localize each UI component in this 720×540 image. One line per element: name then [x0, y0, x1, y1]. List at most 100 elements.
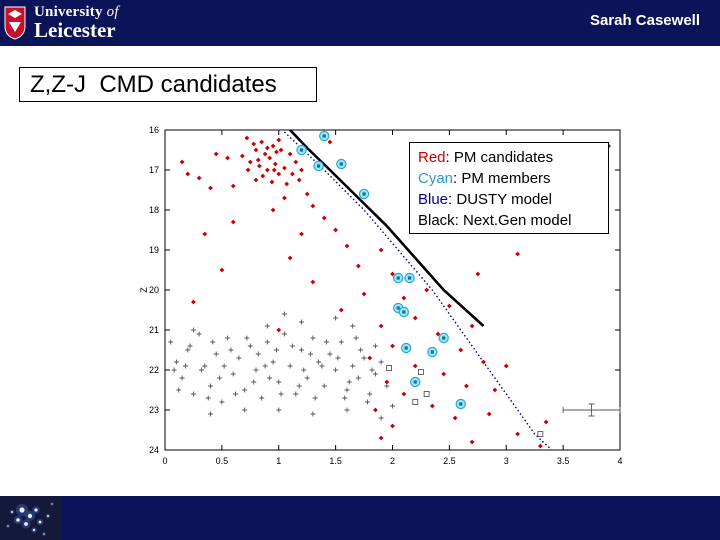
- field-point: [242, 387, 248, 393]
- field-point: [198, 367, 204, 373]
- logo-leicester: Leicester: [34, 18, 116, 42]
- star: [24, 522, 28, 526]
- field-point: [219, 399, 225, 405]
- candidate-point: [257, 163, 262, 169]
- star: [11, 511, 13, 513]
- x-tick-label: 2: [390, 456, 395, 465]
- candidate-point: [245, 167, 251, 173]
- candidate-point: [378, 435, 384, 441]
- y-tick-label: 19: [149, 245, 159, 255]
- member-point-core: [299, 148, 304, 152]
- field-point: [228, 347, 234, 353]
- x-tick-label: 4: [617, 456, 622, 465]
- field-point: [171, 367, 177, 373]
- candidate-point: [515, 431, 521, 437]
- field-point: [173, 359, 179, 365]
- field-point: [276, 407, 282, 413]
- field-point: [270, 359, 276, 365]
- member-point-core: [430, 350, 434, 354]
- author-name: Sarah Casewell: [589, 12, 700, 29]
- field-point: [182, 363, 188, 369]
- legend-item-cyan: Cyan: PM members: [418, 168, 600, 189]
- logo-of: of: [106, 4, 119, 20]
- candidate-point: [412, 363, 418, 369]
- candidate-point: [373, 407, 378, 413]
- field-point: [187, 343, 193, 349]
- field-point: [278, 391, 284, 397]
- candidate-point: [429, 403, 435, 409]
- star: [16, 518, 20, 522]
- candidate-point: [401, 295, 407, 301]
- x-tick-label: 1: [276, 456, 281, 465]
- field-point: [225, 335, 231, 341]
- field-point: [342, 395, 348, 401]
- candidate-point: [284, 181, 290, 187]
- candidate-point: [278, 147, 284, 153]
- dusty-model-line: [283, 131, 553, 451]
- candidate-point: [296, 177, 302, 183]
- candidate-point: [244, 135, 250, 141]
- x-tick-label: 3: [504, 456, 509, 465]
- field-point: [221, 363, 227, 369]
- candidate-point: [230, 183, 236, 189]
- star: [51, 503, 53, 505]
- field-point: [208, 383, 213, 389]
- candidate-point: [435, 331, 441, 337]
- field-point: [168, 339, 174, 345]
- field-point: [301, 367, 307, 373]
- y-tick-label: 23: [149, 405, 159, 415]
- candidate-point: [390, 423, 395, 429]
- candidate-point: [255, 157, 261, 163]
- candidate-point: [543, 419, 549, 425]
- legend-key: Cyan: [418, 170, 454, 187]
- candidate-point: [290, 171, 295, 177]
- member-point-core: [396, 276, 400, 280]
- shield-icon: [4, 6, 26, 40]
- field-point: [355, 375, 361, 381]
- candidate-point: [202, 231, 208, 237]
- field-point: [190, 327, 196, 333]
- field-point: [316, 359, 322, 365]
- field-point: [262, 363, 268, 369]
- candidate-point: [424, 287, 430, 293]
- nextgen-model-line: [289, 129, 485, 327]
- open-square-point: [537, 431, 544, 437]
- field-point: [310, 411, 316, 417]
- field-point: [236, 355, 242, 361]
- legend-item-blue: Blue: DUSTY model: [418, 189, 600, 210]
- field-point: [324, 339, 330, 345]
- member-point-core: [413, 380, 417, 384]
- candidate-point: [267, 155, 273, 161]
- candidate-point: [272, 161, 278, 167]
- field-point: [319, 363, 325, 369]
- field-point: [276, 379, 282, 385]
- candidate-point: [475, 271, 481, 277]
- open-square-point: [412, 399, 419, 405]
- field-point: [353, 335, 359, 341]
- field-point: [299, 319, 304, 325]
- candidate-point: [384, 379, 390, 385]
- candidate-point: [515, 251, 521, 257]
- candidate-point: [271, 167, 277, 173]
- member-point-core: [316, 164, 321, 168]
- field-point: [390, 403, 395, 409]
- star: [47, 515, 49, 517]
- field-point: [304, 375, 310, 381]
- field-point: [253, 367, 259, 373]
- member-point-core: [407, 276, 412, 280]
- candidate-point: [230, 219, 236, 225]
- candidate-point: [401, 391, 407, 397]
- field-point: [217, 375, 223, 381]
- legend-desc: : PM candidates: [445, 149, 554, 166]
- field-point: [299, 347, 304, 353]
- y-tick-label: 21: [149, 325, 159, 335]
- legend-key: Black: [418, 212, 455, 229]
- candidate-point: [441, 371, 447, 377]
- field-point: [350, 363, 356, 369]
- thumbnail-background: [0, 496, 62, 540]
- star-cluster-image: [0, 496, 62, 540]
- field-point: [255, 351, 261, 357]
- open-square-point: [386, 365, 392, 371]
- candidate-point: [481, 359, 486, 365]
- candidate-point: [208, 185, 213, 191]
